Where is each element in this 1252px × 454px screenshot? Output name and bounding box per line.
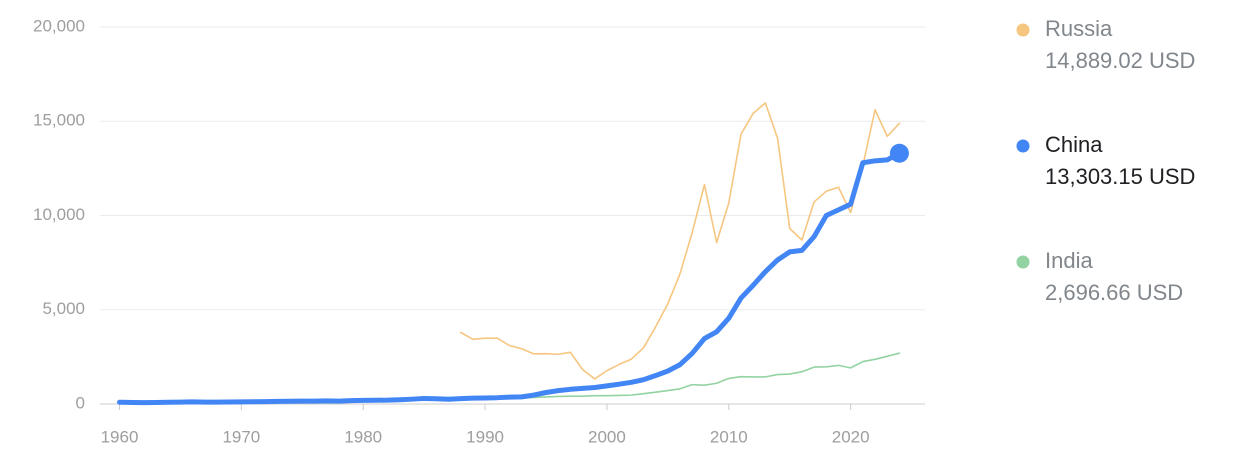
x-tick-label: 1970: [222, 427, 260, 446]
legend-item: China 13,303.15 USD: [1016, 132, 1195, 189]
y-tick-label: 20,000: [33, 16, 85, 35]
legend-value: 2,696.66 USD: [1045, 280, 1183, 305]
legend-label: Russia: [1045, 16, 1113, 41]
y-tick-label: 15,000: [33, 111, 85, 130]
end-point: [889, 143, 909, 163]
y-tick-label: 10,000: [33, 205, 85, 224]
legend-label: China: [1045, 132, 1103, 157]
x-tick-label: 1960: [101, 427, 139, 446]
x-tick-label: 1990: [466, 427, 504, 446]
legend-value: 13,303.15 USD: [1045, 164, 1195, 189]
legend-swatch: [1016, 23, 1030, 37]
legend-item: India 2,696.66 USD: [1016, 248, 1183, 305]
series-line: [117, 150, 902, 406]
legend-swatch: [1016, 255, 1030, 269]
legend-value: 14,889.02 USD: [1045, 48, 1195, 73]
series-line: [459, 102, 901, 380]
x-tick-label: 2000: [588, 427, 626, 446]
legend-swatch: [1016, 139, 1030, 153]
y-tick-label: 5,000: [42, 299, 85, 318]
y-tick-label: 0: [76, 393, 85, 412]
legend-item: Russia 14,889.02 USD: [1016, 16, 1195, 73]
legend-label: India: [1045, 248, 1093, 273]
x-tick-label: 2010: [710, 427, 748, 446]
x-tick-label: 2020: [832, 427, 870, 446]
x-tick-label: 1980: [344, 427, 382, 446]
